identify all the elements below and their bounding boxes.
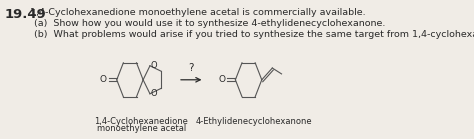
Text: O: O [219, 75, 226, 84]
Text: 19.49: 19.49 [5, 8, 46, 21]
Text: (a)  Show how you would use it to synthesize 4-ethylidenecyclohexanone.: (a) Show how you would use it to synthes… [34, 19, 386, 28]
Text: O: O [151, 61, 157, 70]
Text: 1,4-Cyclohexanedione: 1,4-Cyclohexanedione [94, 117, 188, 126]
Text: O: O [151, 89, 157, 98]
Text: ?: ? [189, 63, 194, 73]
Text: monoethylene acetal: monoethylene acetal [97, 124, 186, 133]
Text: 4-Ethylidenecyclohexanone: 4-Ethylidenecyclohexanone [196, 117, 312, 126]
Text: 1,4-Cyclohexanedione monoethylene acetal is commercially available.: 1,4-Cyclohexanedione monoethylene acetal… [30, 8, 366, 17]
Text: (b)  What problems would arise if you tried to synthesize the same target from 1: (b) What problems would arise if you tri… [34, 30, 474, 39]
Text: O: O [100, 75, 107, 84]
